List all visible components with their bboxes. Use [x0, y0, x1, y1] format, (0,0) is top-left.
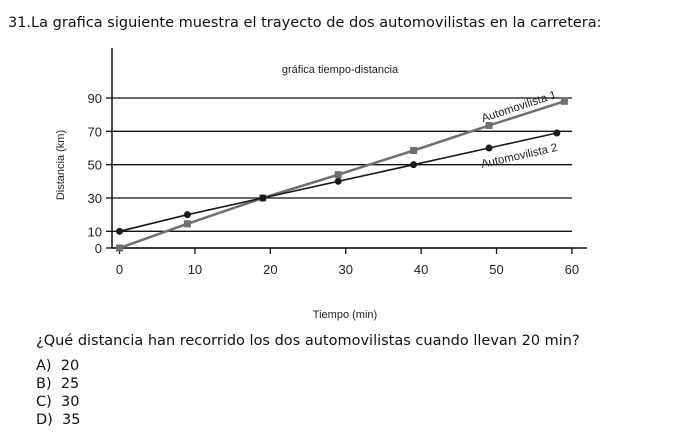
y-tick-label: 50 [88, 158, 102, 173]
point [410, 161, 418, 169]
point [116, 244, 124, 252]
option[interactable]: B) 25 [36, 376, 79, 392]
x-tick-label: 60 [565, 262, 579, 277]
point [410, 147, 418, 154]
question: ¿Qué distancia han recorrido los dos aut… [36, 333, 580, 349]
point [553, 129, 561, 137]
chart-title: gráfica tiempo-distancia [282, 64, 399, 76]
point [183, 211, 191, 219]
y-tick-label: 30 [88, 191, 102, 206]
point [259, 194, 267, 202]
question-title: 31.La grafica siguiente muestra el traye… [8, 15, 602, 31]
y-tick-label: 90 [88, 91, 102, 106]
y-tick-label: 70 [88, 124, 102, 139]
y-tick-label: 10 [88, 224, 102, 239]
x-tick-label: 10 [188, 262, 202, 277]
point [334, 171, 342, 179]
option[interactable]: A) 20 [36, 358, 79, 374]
point [334, 177, 342, 185]
x-tick-label: 0 [116, 262, 123, 277]
x-tick-label: 30 [338, 262, 352, 277]
point [485, 144, 493, 152]
x-tick-label: 40 [414, 262, 428, 277]
y-axis-label: Distancia (km) [55, 130, 67, 200]
x-axis-label: Tiempo (min) [313, 309, 377, 321]
option[interactable]: D) 35 [36, 412, 81, 428]
x-tick-label: 50 [489, 262, 503, 277]
y-tick-label: 0 [95, 241, 102, 256]
point [116, 227, 124, 235]
x-tick-label: 20 [263, 262, 277, 277]
option[interactable]: C) 30 [36, 394, 79, 410]
point [183, 220, 191, 228]
point [485, 122, 493, 129]
point [560, 97, 568, 105]
